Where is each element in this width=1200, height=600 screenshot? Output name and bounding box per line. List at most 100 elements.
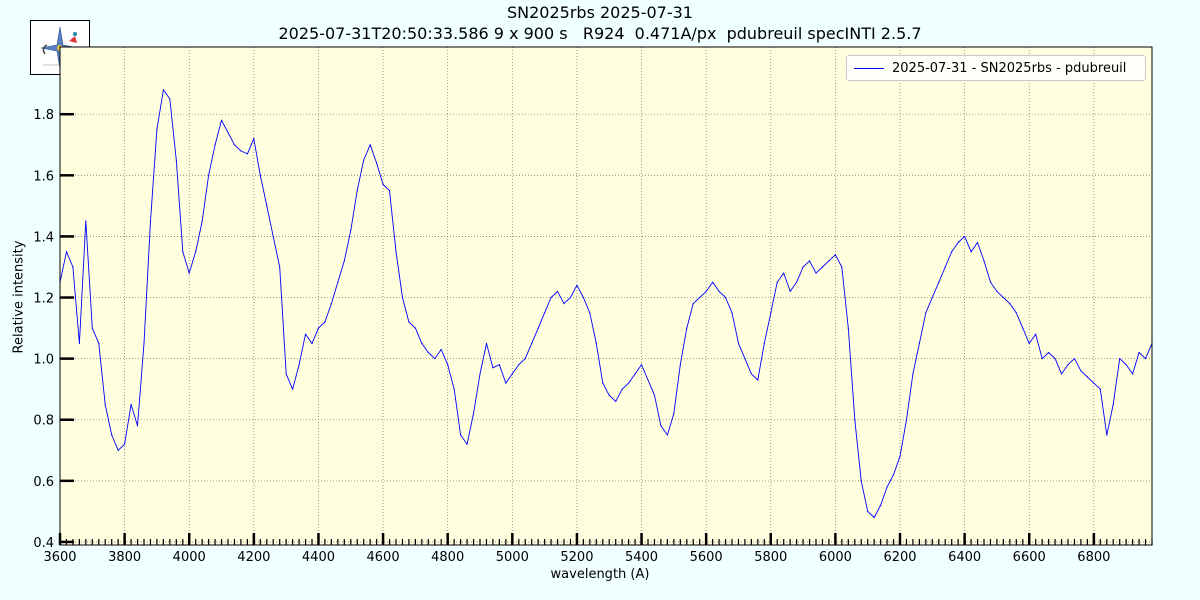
data-point: [563, 303, 565, 305]
data-point: [214, 144, 216, 146]
data-point: [175, 159, 177, 161]
data-point: [808, 260, 811, 262]
data-point: [699, 296, 701, 299]
data-point: [705, 290, 707, 293]
data-point: [479, 373, 481, 375]
data-point: [692, 303, 694, 305]
data-point: [395, 251, 397, 253]
data-point: [1009, 303, 1011, 305]
y-tick-label: 1.6: [33, 169, 54, 184]
data-point: [149, 220, 152, 222]
chart-subtitle: 2025-07-31T20:50:33.586 9 x 900 s R924 0…: [278, 24, 922, 43]
data-point: [1080, 370, 1082, 372]
y-tick-label: 1.0: [33, 353, 54, 368]
data-point: [957, 241, 959, 244]
data-point: [298, 364, 300, 366]
data-point: [789, 290, 791, 293]
data-point: [472, 413, 475, 415]
data-point: [285, 373, 287, 375]
data-point: [453, 388, 455, 390]
data-point: [85, 220, 87, 222]
y-tick-label: 0.8: [33, 414, 54, 429]
x-tick-label: 4800: [431, 550, 464, 565]
data-point: [918, 342, 920, 344]
x-tick-label: 3800: [108, 550, 141, 565]
data-point: [964, 235, 966, 238]
x-tick-label: 5000: [496, 550, 529, 565]
data-point: [246, 153, 248, 155]
data-point: [440, 348, 442, 351]
data-point: [576, 284, 578, 286]
data-point: [653, 394, 656, 396]
data-point: [369, 144, 371, 146]
data-point: [65, 251, 68, 253]
x-tick-label: 6000: [819, 550, 852, 565]
legend: 2025-07-31 - SN2025rbs - pdubreuil: [846, 55, 1146, 81]
data-point: [492, 367, 494, 369]
data-point: [324, 321, 326, 323]
data-point: [976, 241, 979, 244]
data-point: [208, 174, 210, 176]
data-point: [382, 183, 384, 186]
data-point: [1054, 358, 1056, 360]
data-point: [272, 235, 274, 238]
data-point: [1073, 358, 1076, 360]
data-point: [621, 388, 623, 390]
data-point: [938, 281, 940, 283]
data-point: [91, 327, 93, 329]
data-point: [750, 373, 752, 375]
data-point: [227, 131, 229, 134]
data-point: [317, 327, 320, 329]
data-point: [828, 260, 830, 262]
x-tick-label: 6400: [948, 550, 981, 565]
data-point: [608, 394, 610, 396]
data-point: [156, 128, 158, 131]
data-point: [796, 281, 798, 283]
data-point: [1086, 376, 1088, 378]
data-point: [117, 449, 119, 451]
data-point: [841, 266, 843, 268]
data-point: [78, 342, 80, 344]
data-point: [763, 342, 765, 344]
data-point: [511, 373, 513, 375]
data-point: [240, 150, 242, 152]
data-point: [880, 504, 882, 506]
data-point: [427, 351, 429, 354]
data-point: [201, 220, 203, 222]
data-point: [925, 312, 927, 314]
data-point: [647, 379, 649, 381]
data-point: [1028, 342, 1030, 344]
data-point: [434, 358, 436, 360]
data-point: [524, 358, 526, 360]
data-point: [582, 296, 584, 299]
series-line: [59, 89, 1153, 518]
data-point: [867, 510, 869, 512]
data-point: [266, 205, 268, 207]
data-point: [485, 342, 488, 344]
y-tick-label: 0.6: [33, 475, 54, 490]
data-point: [421, 342, 423, 344]
data-point: [873, 516, 875, 519]
plot-area: [60, 47, 1152, 545]
data-point: [550, 296, 552, 299]
data-point: [660, 425, 662, 427]
data-point: [292, 388, 294, 390]
y-axis-ticks: 0.4 0.6 0.8 1.0 1.2 1.4 1.6 1.8: [33, 108, 74, 551]
y-tick-label: 0.4: [33, 536, 54, 551]
data-point: [951, 251, 953, 253]
chart-title: SN2025rbs 2025-07-31: [507, 3, 693, 22]
data-point: [1093, 382, 1095, 384]
y-tick-label: 1.4: [33, 230, 54, 245]
data-point: [188, 272, 190, 274]
y-tick-label: 1.2: [33, 292, 54, 307]
data-point: [233, 144, 236, 146]
data-point: [718, 290, 720, 293]
data-point: [569, 296, 572, 299]
data-point: [279, 266, 281, 268]
data-point: [182, 251, 184, 253]
x-tick-label: 4400: [302, 550, 335, 565]
series-layer: [59, 89, 1153, 519]
data-point: [1138, 351, 1140, 354]
data-point: [518, 364, 520, 366]
data-point: [802, 266, 804, 268]
